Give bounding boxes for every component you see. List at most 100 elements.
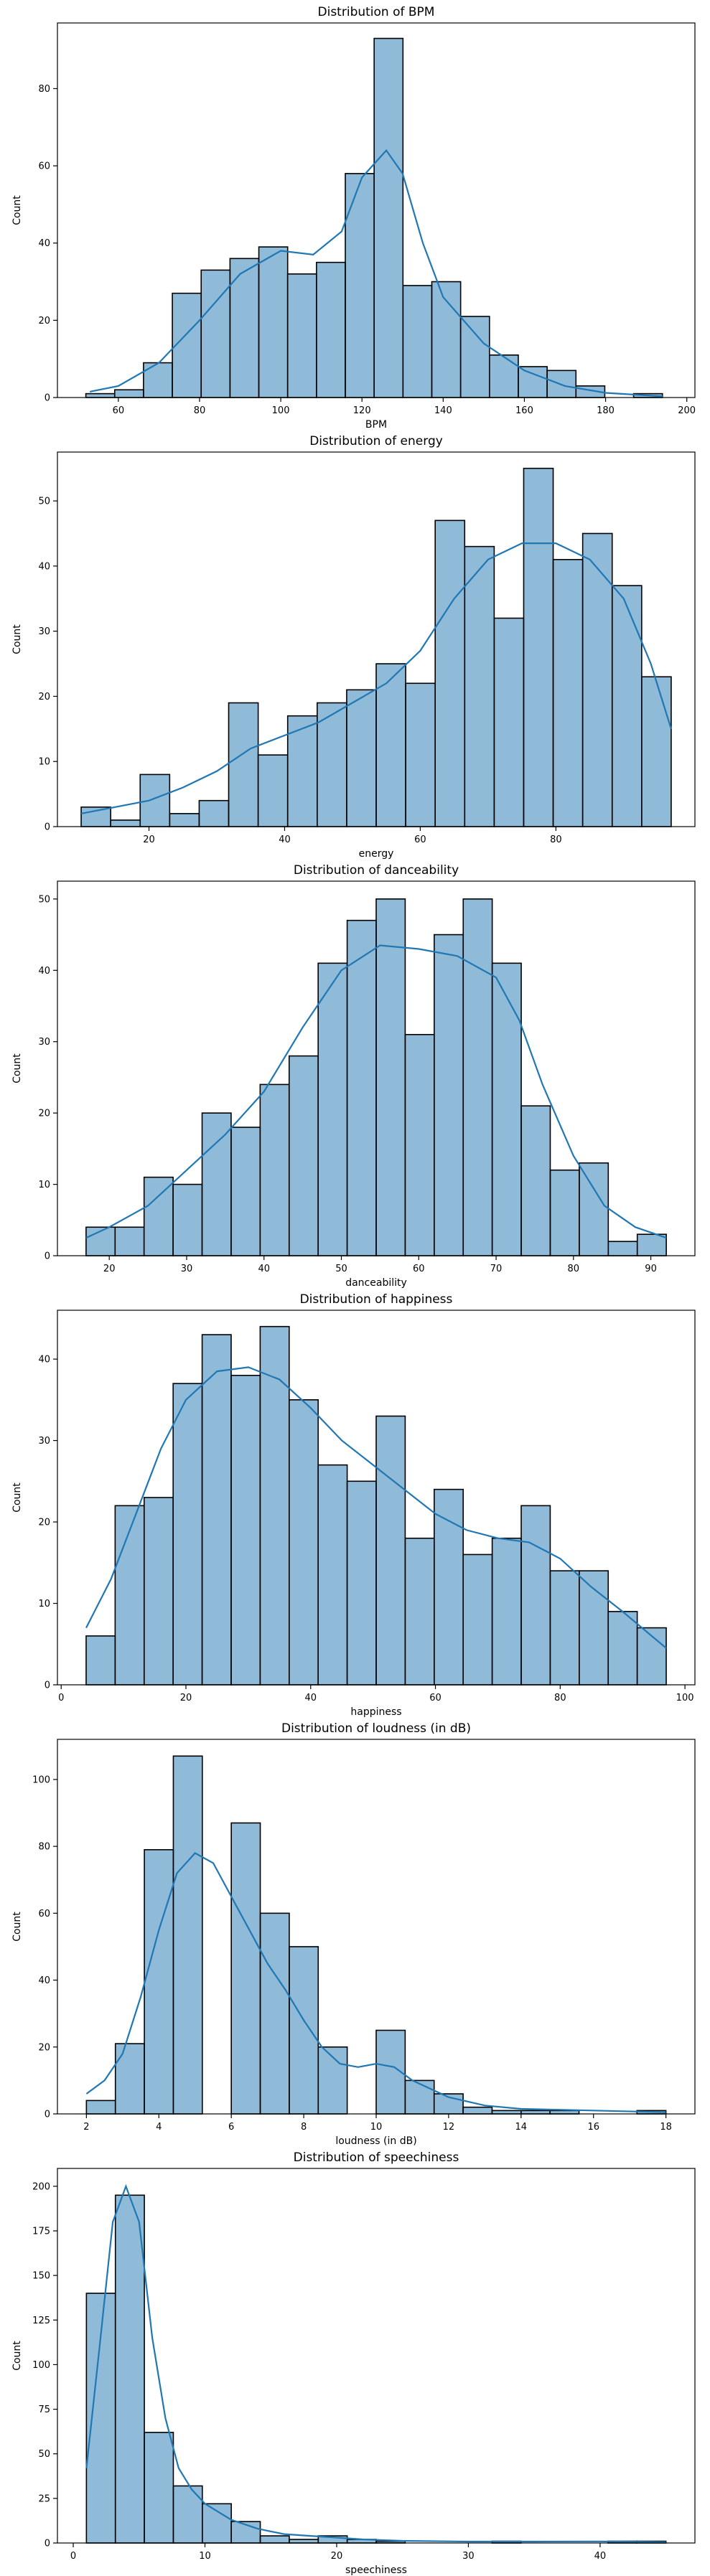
y-tick-label: 20 bbox=[38, 692, 50, 702]
y-tick-label: 40 bbox=[38, 1355, 50, 1365]
histogram-bar bbox=[549, 1570, 580, 1686]
histogram-bar bbox=[172, 292, 202, 398]
histogram-bar bbox=[404, 1537, 435, 1686]
histogram-bar bbox=[464, 545, 495, 827]
x-tick-label: 160 bbox=[515, 405, 533, 416]
x-tick-label: 40 bbox=[304, 1693, 317, 1703]
y-tick-label: 40 bbox=[38, 238, 50, 249]
y-tick-label: 25 bbox=[38, 2493, 50, 2504]
histogram-bar bbox=[611, 585, 643, 827]
histogram-bar bbox=[172, 1183, 203, 1256]
histogram-bar bbox=[169, 813, 200, 827]
histogram-bar bbox=[202, 2503, 232, 2544]
x-tick-label: 50 bbox=[335, 1264, 347, 1274]
histogram-bar bbox=[288, 1055, 319, 1256]
y-tick-label: 40 bbox=[38, 561, 50, 572]
y-tick-label: 20 bbox=[38, 1109, 50, 1119]
y-tick-label: 0 bbox=[45, 2539, 50, 2549]
histogram-bar bbox=[375, 898, 406, 1256]
x-tick-label: 12 bbox=[443, 2122, 455, 2133]
x-tick-label: 60 bbox=[413, 1264, 425, 1274]
y-tick-label: 60 bbox=[38, 161, 50, 172]
y-tick-label: 0 bbox=[45, 1251, 50, 1262]
histogram-bar bbox=[317, 962, 348, 1256]
x-tick-label: 80 bbox=[194, 405, 206, 416]
x-axis-label: energy bbox=[359, 848, 394, 860]
y-tick-label: 60 bbox=[38, 1909, 50, 1919]
y-tick-label: 30 bbox=[38, 1037, 50, 1048]
histogram-bar bbox=[579, 1162, 609, 1256]
y-tick-label: 50 bbox=[38, 2449, 50, 2460]
y-tick-label: 0 bbox=[45, 822, 50, 833]
histogram-bar bbox=[459, 316, 490, 398]
y-tick-label: 0 bbox=[45, 2110, 50, 2120]
y-tick-label: 80 bbox=[38, 84, 50, 95]
histogram-bar bbox=[346, 919, 377, 1256]
histogram-bar bbox=[402, 285, 433, 398]
histogram-bar bbox=[144, 1849, 174, 2115]
histogram-bar bbox=[346, 689, 377, 827]
histogram-bar bbox=[520, 1105, 551, 1256]
histogram-bar bbox=[520, 1505, 551, 1686]
histogram-bar bbox=[549, 1169, 580, 1256]
histogram-bar bbox=[317, 1464, 348, 1686]
chart-title: Distribution of danceability bbox=[294, 863, 459, 878]
histogram-bar bbox=[581, 532, 613, 827]
y-tick-label: 150 bbox=[32, 2271, 50, 2282]
x-tick-label: 40 bbox=[258, 1264, 270, 1274]
y-axis-label: Count bbox=[11, 1482, 23, 1513]
chart-title: Distribution of BPM bbox=[318, 5, 435, 19]
y-axis-label: Count bbox=[11, 2341, 23, 2371]
y-tick-label: 200 bbox=[32, 2181, 50, 2192]
histogram-bar bbox=[139, 774, 171, 827]
x-tick-label: 200 bbox=[678, 405, 696, 416]
kde-curve bbox=[85, 1366, 667, 1649]
plot-frame bbox=[57, 22, 696, 398]
histogram-bar bbox=[114, 1505, 145, 1686]
histogram-bar bbox=[113, 389, 144, 398]
histogram-bar bbox=[200, 269, 231, 398]
histogram-bar bbox=[259, 2535, 290, 2544]
histogram-bar bbox=[114, 2043, 145, 2115]
chart-title: Distribution of energy bbox=[309, 434, 443, 448]
histogram-bar bbox=[317, 2046, 348, 2115]
histogram-bar bbox=[375, 663, 406, 827]
x-tick-label: 60 bbox=[113, 405, 125, 416]
y-tick-label: 75 bbox=[38, 2405, 50, 2415]
x-tick-label: 4 bbox=[156, 2122, 162, 2133]
y-tick-label: 125 bbox=[32, 2316, 50, 2326]
histogram-bar bbox=[641, 676, 672, 827]
histogram-bar bbox=[518, 366, 548, 398]
histogram-bar bbox=[85, 2100, 116, 2115]
histogram-bar bbox=[114, 2194, 145, 2544]
y-tick-label: 80 bbox=[38, 1842, 50, 1853]
y-tick-label: 0 bbox=[45, 393, 50, 404]
x-axis-label: BPM bbox=[365, 419, 387, 431]
histogram-bar bbox=[523, 467, 554, 827]
x-tick-label: 70 bbox=[490, 1264, 503, 1274]
chart-panel-2: Distribution of energy 20 40 60 80 0 10 20 30 40 5… bbox=[11, 434, 696, 860]
x-tick-label: 0 bbox=[58, 1693, 64, 1703]
histogram-bar bbox=[259, 1325, 290, 1686]
histogram-bar bbox=[552, 558, 584, 827]
x-tick-label: 140 bbox=[434, 405, 452, 416]
chart-title: Distribution of loudness (in dB) bbox=[281, 1721, 471, 1736]
x-tick-label: 60 bbox=[414, 835, 426, 845]
histogram-bar bbox=[85, 1635, 116, 1686]
histogram-bar bbox=[80, 806, 111, 827]
histogram-bar bbox=[489, 354, 519, 398]
plot-frame bbox=[57, 2168, 696, 2544]
histogram-bar bbox=[289, 1946, 319, 2115]
histogram-bar bbox=[259, 1912, 290, 2115]
histogram-bar bbox=[172, 1755, 203, 2115]
y-axis-label: Count bbox=[11, 1053, 23, 1083]
histogram-bar bbox=[434, 520, 466, 827]
histogram-bar bbox=[462, 2106, 493, 2115]
histogram-bar bbox=[491, 1537, 522, 1686]
histogram-bar bbox=[462, 898, 493, 1256]
chart-title: Distribution of speechiness bbox=[294, 2150, 459, 2165]
x-tick-label: 16 bbox=[587, 2122, 599, 2133]
kde-curve bbox=[85, 1852, 666, 2113]
histogram-bar bbox=[636, 1233, 667, 1256]
